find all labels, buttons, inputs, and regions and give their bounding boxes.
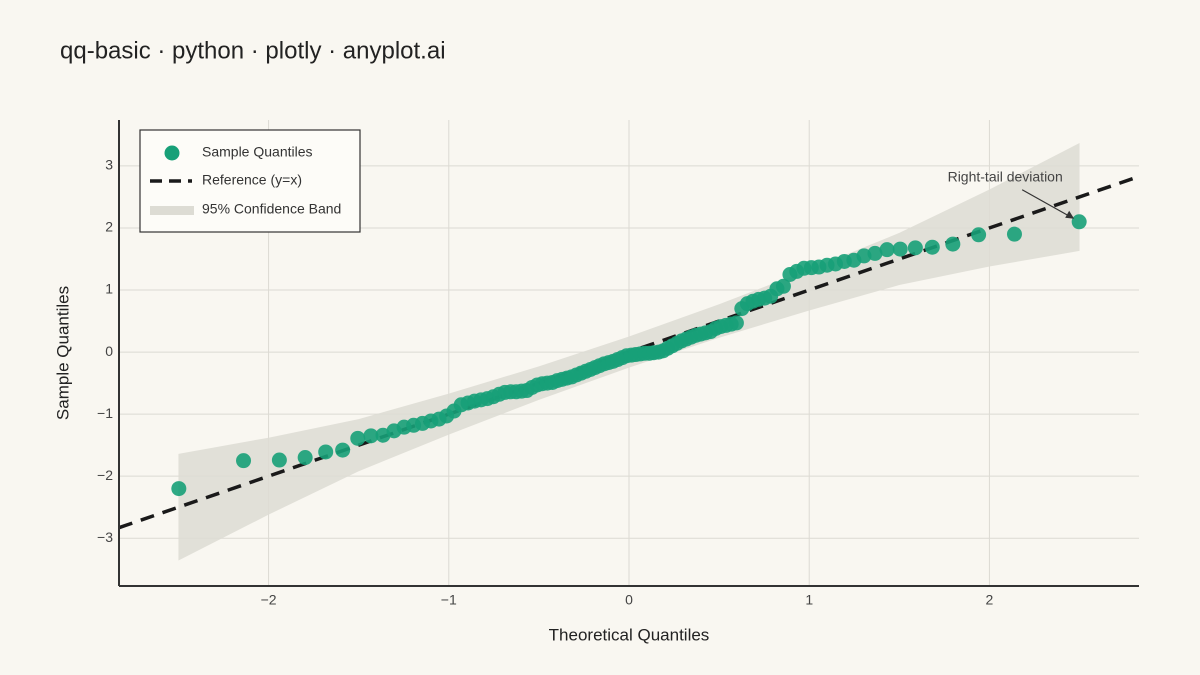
data-point bbox=[879, 242, 895, 258]
y-tick-label: −1 bbox=[97, 405, 113, 421]
y-axis-label: Sample Quantiles bbox=[53, 286, 72, 420]
data-point bbox=[363, 428, 379, 444]
x-tick-label: 0 bbox=[625, 592, 633, 608]
x-axis-label: Theoretical Quantiles bbox=[549, 625, 710, 644]
data-point bbox=[728, 315, 744, 331]
data-point bbox=[892, 241, 908, 257]
data-point bbox=[907, 240, 923, 256]
legend-marker bbox=[150, 206, 194, 215]
data-point bbox=[971, 227, 987, 243]
data-point bbox=[335, 442, 351, 458]
y-tick-label: 1 bbox=[105, 281, 113, 297]
data-point bbox=[171, 481, 187, 497]
legend-label: Reference (y=x) bbox=[202, 172, 302, 188]
y-tick-label: 3 bbox=[105, 157, 113, 173]
x-tick-label: −1 bbox=[441, 592, 457, 608]
data-point bbox=[271, 452, 287, 468]
data-point bbox=[236, 453, 252, 469]
data-point bbox=[318, 444, 334, 460]
annotation-arrowhead bbox=[1065, 210, 1075, 219]
data-point bbox=[945, 236, 961, 252]
x-tick-label: 2 bbox=[986, 592, 994, 608]
data-point bbox=[867, 245, 883, 261]
data-point bbox=[924, 239, 940, 255]
y-tick-label: −3 bbox=[97, 529, 113, 545]
legend-label: Sample Quantiles bbox=[202, 144, 313, 160]
chart-title: qq-basic · python · plotly · anyplot.ai bbox=[60, 37, 446, 64]
data-point bbox=[1071, 214, 1087, 230]
y-tick-label: 2 bbox=[105, 219, 113, 235]
data-point bbox=[1006, 226, 1022, 242]
legend-marker bbox=[164, 145, 180, 161]
legend-label: 95% Confidence Band bbox=[202, 201, 341, 217]
annotation: Right-tail deviation bbox=[948, 168, 1063, 184]
data-point bbox=[775, 278, 791, 294]
data-point bbox=[350, 430, 366, 446]
x-tick-label: 1 bbox=[805, 592, 813, 608]
data-point bbox=[297, 450, 313, 466]
annotation-arrow bbox=[1021, 189, 1073, 219]
y-tick-label: 0 bbox=[105, 343, 113, 359]
y-tick-label: −2 bbox=[97, 467, 113, 483]
x-tick-label: −2 bbox=[261, 592, 277, 608]
